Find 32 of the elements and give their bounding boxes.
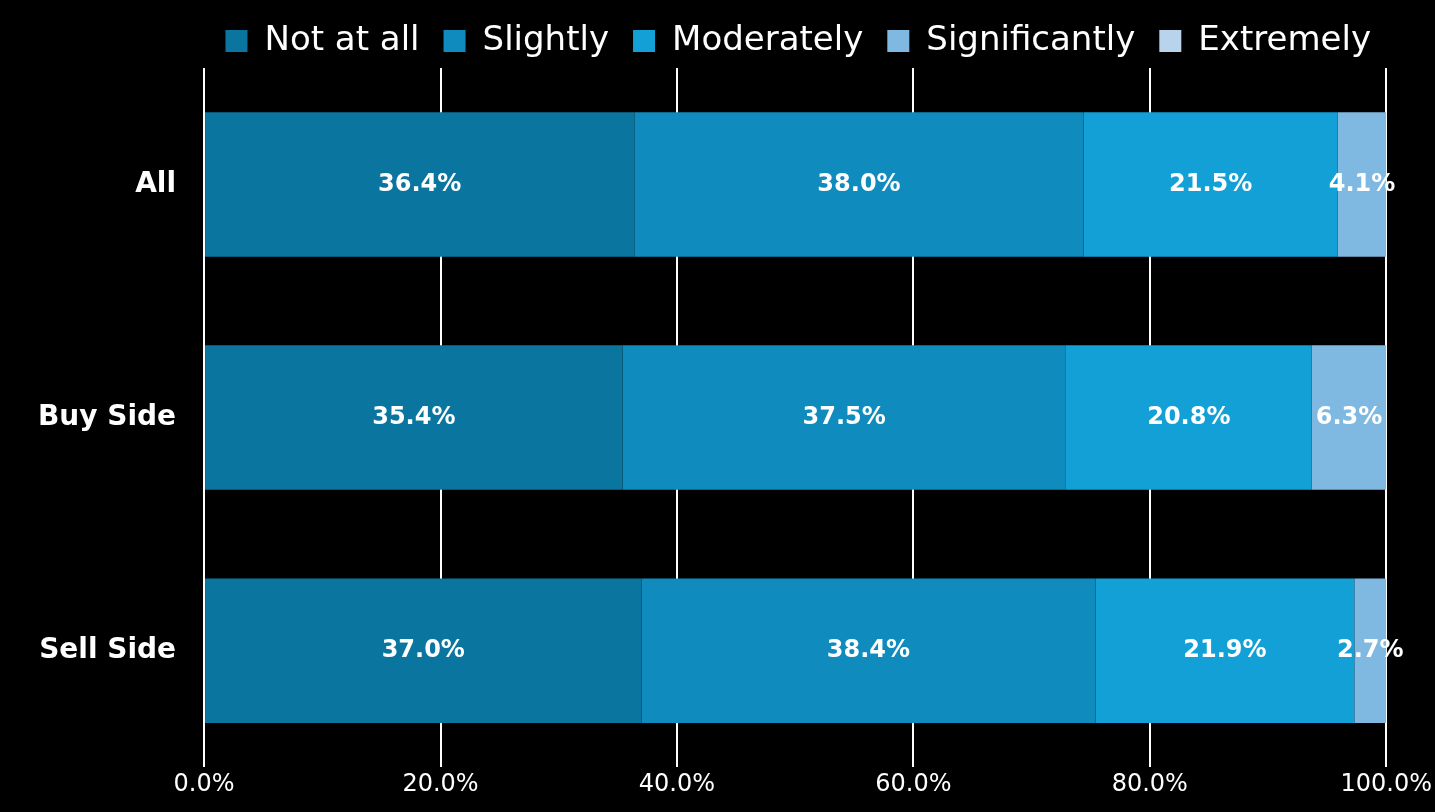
x-tick-label: 40.0% — [638, 768, 716, 797]
data-label: 38.4% — [826, 634, 911, 663]
legend-label: Moderately — [672, 17, 864, 58]
data-label: 36.4% — [378, 168, 462, 197]
y-tick-label: Sell Side — [39, 631, 177, 665]
bar — [1065, 345, 1312, 490]
data-label: 37.0% — [381, 634, 465, 663]
bar — [622, 345, 1066, 490]
bar — [205, 112, 635, 257]
data-label: 21.9% — [1183, 634, 1267, 663]
bar — [205, 578, 642, 723]
legend-label: Extremely — [1198, 17, 1372, 58]
y-tick-label: Buy Side — [37, 398, 177, 432]
bar — [634, 112, 1084, 257]
data-label: 6.3% — [1315, 401, 1383, 430]
x-tick-label: 0.0% — [173, 768, 235, 797]
x-tick-label: 80.0% — [1111, 768, 1188, 797]
data-label: 37.5% — [802, 401, 886, 430]
bar — [205, 345, 623, 490]
data-label: 21.5% — [1169, 168, 1253, 197]
bar — [1311, 345, 1387, 490]
legend-label: Slightly — [482, 17, 610, 58]
y-tick-label: All — [135, 165, 177, 199]
data-label: 20.8% — [1147, 401, 1231, 430]
x-tick-label: 60.0% — [875, 768, 952, 797]
x-tick-label: 100.0% — [1340, 768, 1432, 797]
data-label: 38.0% — [817, 168, 901, 197]
x-tick-label: 20.0% — [402, 768, 479, 797]
legend-label: Significantly — [926, 17, 1136, 58]
legend-label: Not at all — [264, 17, 420, 58]
data-label: 35.4% — [372, 401, 456, 430]
bar — [641, 578, 1096, 723]
